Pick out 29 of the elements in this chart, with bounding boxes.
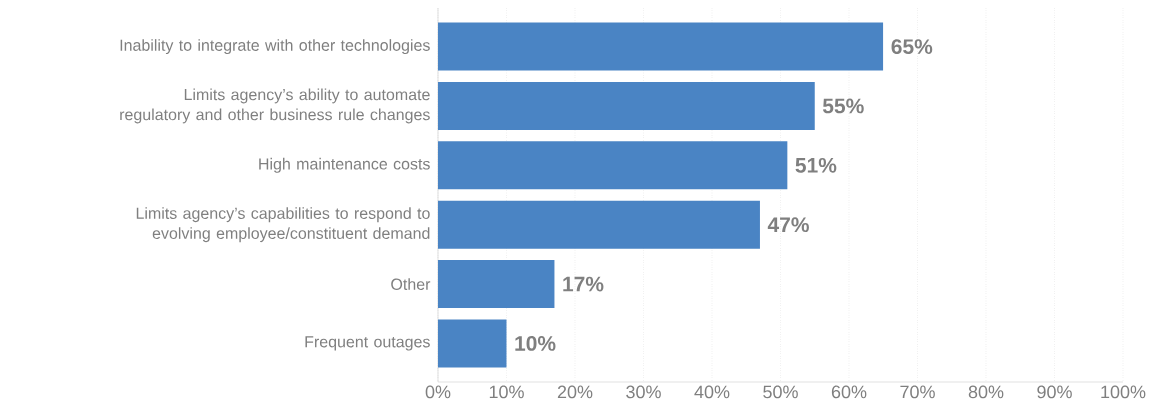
y-tick-label: Limits agency’s ability to automate regulatory and other business rule changes [120,88,430,124]
y-tick-label: High maintenance costs [259,157,430,173]
bar [438,200,760,249]
bar [438,141,788,190]
x-tick-label: 60% [831,385,867,399]
y-tick-label: Other [391,278,431,290]
data-label: 65% [891,39,933,55]
data-label: 47% [767,217,809,233]
x-tick-label: 30% [626,385,661,399]
x-tick-label: 40% [694,385,730,399]
x-tick-label: 70% [900,385,935,399]
x-tick-label: 50% [763,385,798,399]
x-tick-label: 20% [557,385,593,399]
data-label: 10% [515,335,556,351]
x-tick-label: 10% [489,385,524,399]
bar [438,81,815,130]
x-tick-label: 0% [425,385,451,399]
x-tick-label: 100% [1101,385,1146,399]
y-tick-label: Limits agency’s capabilities to respond to evolving employee/constituent demand [136,207,430,243]
y-tick-label: Inability to integrate with other technologies [120,39,430,55]
x-tick-label: 80% [968,385,1004,399]
data-label: 55% [822,98,864,114]
y-tick-label: Frequent outages [305,336,430,351]
x-tick-label: 90% [1037,385,1072,399]
data-label: 51% [795,157,837,173]
bar [438,22,884,71]
data-label: 17% [563,276,604,292]
bar [438,319,507,368]
bar [438,260,555,309]
